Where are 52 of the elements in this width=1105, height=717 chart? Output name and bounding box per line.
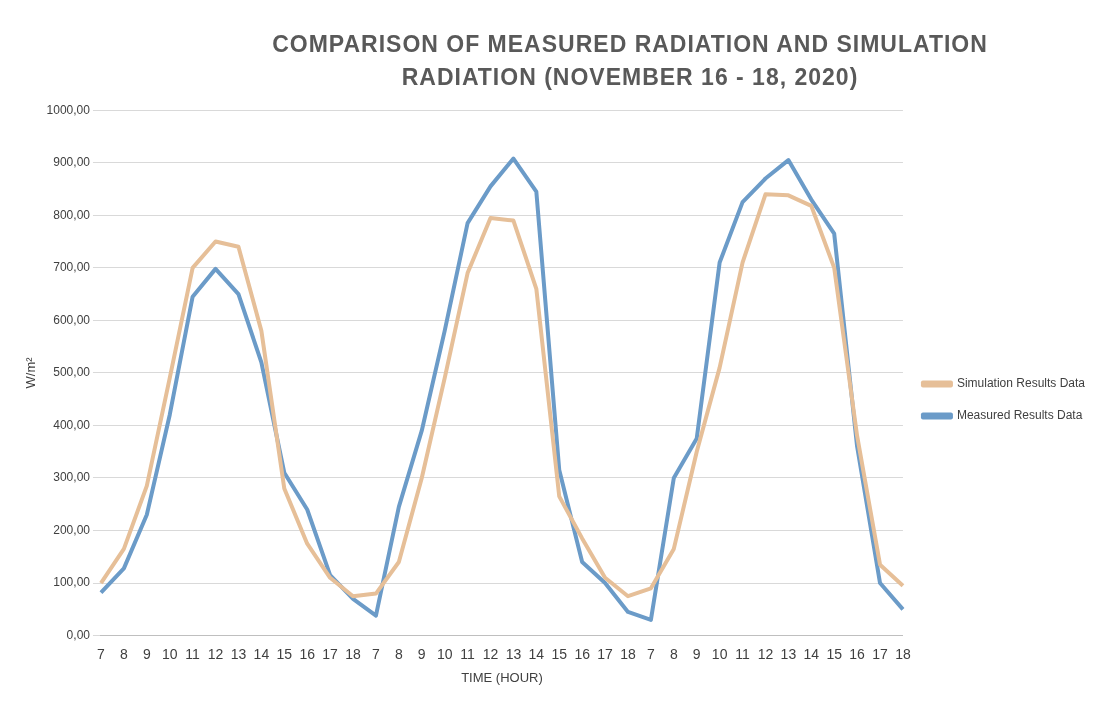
x-tick-label: 15	[551, 645, 568, 662]
x-tick-label: 9	[417, 645, 426, 662]
x-tick-label: 7	[97, 645, 106, 662]
x-tick-label: 12	[482, 645, 499, 662]
x-tick-label: 16	[849, 645, 866, 662]
x-tick-label: 12	[207, 645, 224, 662]
y-tick-label: 500,00	[53, 365, 91, 380]
x-tick-label: 16	[299, 645, 316, 662]
x-tick-label: 8	[119, 645, 128, 662]
y-tick-label: 1000,00	[46, 102, 91, 117]
y-tick-label: 600,00	[53, 312, 91, 327]
x-tick-label: 17	[597, 645, 614, 662]
x-tick-label: 11	[735, 645, 751, 662]
x-tick-label: 10	[161, 645, 178, 662]
y-axis-title: W/m²	[23, 356, 39, 389]
x-tick-label: 9	[142, 645, 151, 662]
x-axis-title: TIME (HOUR)	[461, 669, 543, 685]
x-tick-label: 11	[460, 645, 476, 662]
x-tick-label: 10	[711, 645, 728, 662]
x-tick-label: 17	[322, 645, 339, 662]
x-tick-label: 13	[780, 645, 797, 662]
x-tick-label: 13	[505, 645, 522, 662]
x-tick-label: 14	[253, 645, 270, 662]
x-tick-label: 17	[872, 645, 889, 662]
x-tick-label: 15	[276, 645, 293, 662]
x-tick-label: 18	[895, 645, 911, 662]
y-tick-label: 300,00	[53, 470, 91, 485]
x-tick-label: 13	[230, 645, 247, 662]
y-tick-label: 400,00	[53, 417, 91, 432]
y-tick-label: 700,00	[53, 260, 91, 275]
legend-label: Measured Results Data	[956, 408, 1083, 423]
y-tick-label: 900,00	[53, 155, 91, 170]
legend-label: Simulation Results Data	[956, 376, 1086, 391]
x-tick-label: 9	[692, 645, 701, 662]
x-tick-label: 8	[669, 645, 678, 662]
y-tick-label: 800,00	[53, 207, 91, 222]
x-tick-label: 16	[574, 645, 591, 662]
x-tick-label: 7	[372, 645, 381, 662]
x-tick-label: 7	[647, 645, 655, 662]
x-tick-label: 11	[185, 645, 201, 662]
chart-title: COMPARISON OF MEASURED RADIATION AND SIMULATION RADIATION (NOVEMBER 16 - 18, 2020)	[271, 30, 989, 92]
y-tick-label: 200,00	[53, 522, 91, 537]
x-tick-label: 14	[528, 645, 545, 662]
y-tick-label: 0,00	[66, 627, 91, 642]
x-tick-label: 8	[394, 645, 403, 662]
x-tick-label: 15	[826, 645, 843, 662]
y-tick-label: 100,00	[53, 575, 91, 590]
x-tick-label: 18	[345, 645, 362, 662]
x-tick-label: 12	[757, 645, 774, 662]
x-tick-label: 14	[803, 645, 820, 662]
x-tick-label: 18	[620, 645, 636, 662]
x-tick-label: 10	[436, 645, 453, 662]
